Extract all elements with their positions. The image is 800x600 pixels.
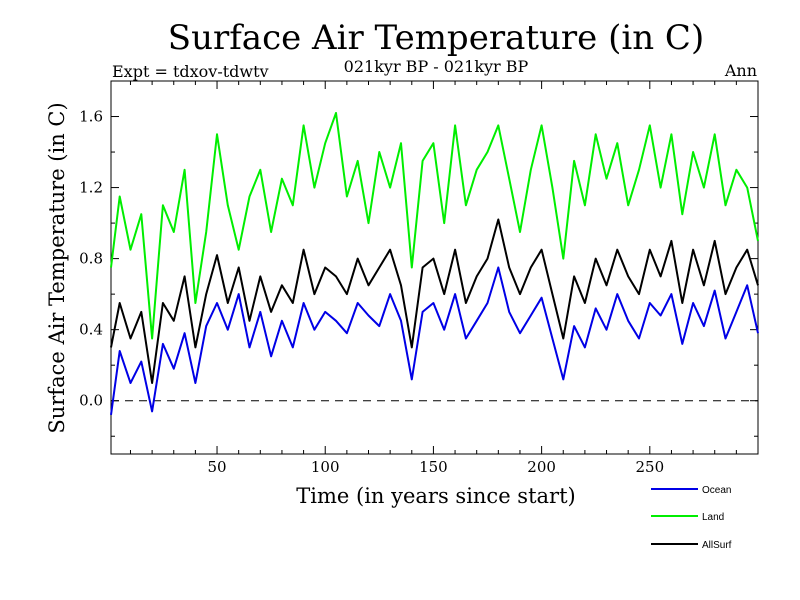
legend-label-allsurf: AllSurf <box>702 540 732 551</box>
series-line-ocean <box>110 266 759 416</box>
x-tick-label: 200 <box>527 458 556 476</box>
y-tick-label: 1.2 <box>79 179 103 197</box>
chart-subtitle-left: Expt = tdxov-tdwtv <box>112 62 269 81</box>
chart-subtitle-right: Ann <box>724 61 757 80</box>
x-axis-ticks: 50 100 150 200 250 <box>129 81 737 476</box>
legend-label-land: Land <box>702 512 724 523</box>
y-axis-label: Surface Air Temperature (in C) <box>45 102 69 433</box>
x-axis-label: Time (in years since start) <box>296 484 575 508</box>
x-tick-label: 100 <box>311 458 340 476</box>
plot-frame <box>110 80 759 455</box>
y-tick-label: 0.0 <box>79 392 103 410</box>
chart-title: Surface Air Temperature (in C) <box>168 18 704 58</box>
y-tick-label: 0.8 <box>79 250 103 268</box>
x-tick-label: 250 <box>635 458 664 476</box>
series-line-allsurf <box>110 218 759 384</box>
chart-legend: Ocean Land AllSurf <box>651 485 732 551</box>
legend-label-ocean: Ocean <box>702 485 731 496</box>
y-axis-ticks: 0.0 0.4 0.8 1.2 1.6 <box>79 80 758 437</box>
series-layer <box>110 112 759 416</box>
x-tick-label: 150 <box>419 458 448 476</box>
x-tick-label: 50 <box>207 458 226 476</box>
y-tick-label: 1.6 <box>79 108 103 126</box>
chart-subtitle-center: 021kyr BP - 021kyr BP <box>344 57 529 76</box>
y-tick-label: 0.4 <box>79 321 103 339</box>
series-line-land <box>110 112 759 340</box>
